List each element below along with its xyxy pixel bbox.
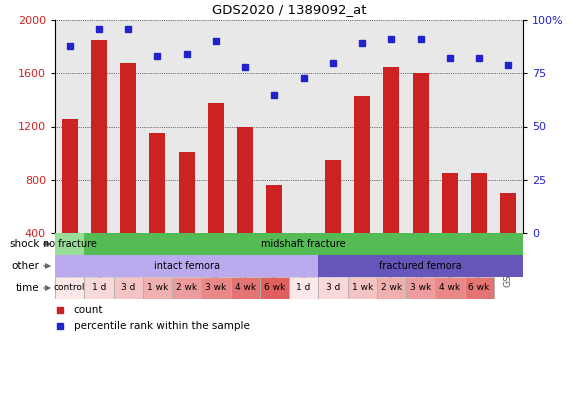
Bar	[260, 277, 289, 299]
Text: 1 d: 1 d	[296, 284, 311, 292]
Bar	[289, 277, 318, 299]
Bar	[150, 133, 166, 233]
Bar	[318, 255, 523, 277]
Bar	[413, 73, 429, 233]
Bar	[435, 277, 464, 299]
Text: percentile rank within the sample: percentile rank within the sample	[74, 321, 250, 331]
Bar	[55, 255, 318, 277]
Text: no fracture: no fracture	[43, 239, 96, 249]
Bar	[114, 277, 143, 299]
Text: fractured femora: fractured femora	[379, 261, 462, 271]
Bar	[120, 63, 136, 233]
Text: 3 wk: 3 wk	[410, 284, 431, 292]
Bar	[91, 40, 107, 233]
Bar	[55, 277, 85, 299]
Text: 3 wk: 3 wk	[205, 284, 227, 292]
Text: 1 wk: 1 wk	[352, 284, 373, 292]
Bar	[237, 126, 253, 233]
Bar	[442, 173, 458, 233]
Text: 4 wk: 4 wk	[235, 284, 256, 292]
Bar	[85, 277, 114, 299]
Bar	[296, 233, 312, 236]
Text: control: control	[54, 284, 86, 292]
Title: GDS2020 / 1389092_at: GDS2020 / 1389092_at	[212, 3, 366, 16]
Text: time: time	[16, 283, 39, 293]
Bar	[62, 119, 78, 233]
Text: 3 d: 3 d	[121, 284, 135, 292]
Bar	[143, 277, 172, 299]
Bar	[464, 277, 494, 299]
Text: 1 wk: 1 wk	[147, 284, 168, 292]
Text: 2 wk: 2 wk	[381, 284, 402, 292]
Text: 2 wk: 2 wk	[176, 284, 197, 292]
Bar	[348, 277, 377, 299]
Bar	[231, 277, 260, 299]
Bar	[354, 96, 370, 233]
Bar	[325, 160, 341, 233]
Text: count: count	[74, 305, 103, 315]
Text: other: other	[12, 261, 39, 271]
Bar	[377, 277, 406, 299]
Bar	[179, 152, 195, 233]
Bar	[471, 173, 487, 233]
Bar	[383, 66, 400, 233]
Bar	[500, 193, 516, 233]
Bar	[55, 233, 85, 255]
Text: 6 wk: 6 wk	[468, 284, 490, 292]
Bar	[318, 277, 348, 299]
Text: midshaft fracture: midshaft fracture	[262, 239, 346, 249]
Bar	[406, 277, 435, 299]
Bar	[208, 102, 224, 233]
Text: 6 wk: 6 wk	[264, 284, 285, 292]
Text: 3 d: 3 d	[325, 284, 340, 292]
Text: shock: shock	[9, 239, 39, 249]
Bar	[201, 277, 231, 299]
Text: 4 wk: 4 wk	[439, 284, 460, 292]
Text: intact femora: intact femora	[154, 261, 220, 271]
Bar	[172, 277, 201, 299]
Text: 1 d: 1 d	[92, 284, 106, 292]
Bar	[266, 185, 283, 233]
